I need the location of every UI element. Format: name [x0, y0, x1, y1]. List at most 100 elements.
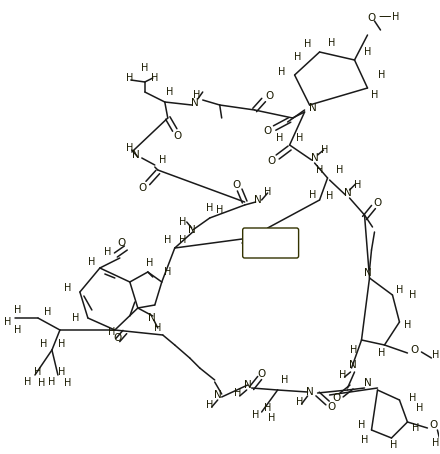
Text: H: H — [296, 133, 303, 143]
Text: N: N — [309, 103, 316, 113]
Text: Abs: Abs — [260, 238, 281, 248]
Text: N: N — [306, 387, 313, 397]
Text: H: H — [390, 440, 397, 450]
Text: H: H — [264, 403, 271, 413]
Text: H: H — [72, 313, 80, 323]
Text: H: H — [206, 400, 213, 410]
Text: H: H — [361, 435, 368, 445]
Text: H: H — [378, 70, 385, 80]
Text: N: N — [311, 153, 319, 163]
Text: H: H — [392, 12, 399, 22]
Text: H: H — [151, 73, 158, 83]
Text: H: H — [38, 378, 46, 388]
Text: O: O — [411, 345, 418, 355]
Text: O: O — [374, 198, 381, 208]
Text: H: H — [358, 420, 365, 430]
FancyBboxPatch shape — [243, 228, 299, 258]
Text: H: H — [206, 203, 213, 213]
Text: H: H — [432, 438, 439, 448]
Text: H: H — [404, 320, 411, 330]
Text: H: H — [159, 155, 166, 165]
Text: H: H — [336, 165, 343, 175]
Text: H: H — [264, 187, 271, 197]
Text: H: H — [14, 305, 22, 315]
Text: H: H — [378, 348, 385, 358]
Text: H: H — [396, 285, 403, 295]
Text: N: N — [132, 150, 139, 160]
Text: H: H — [409, 290, 416, 300]
Text: H: H — [412, 423, 419, 433]
Text: H: H — [432, 350, 439, 360]
Text: H: H — [354, 180, 361, 190]
Text: H: H — [309, 190, 316, 200]
Text: H: H — [64, 378, 72, 388]
Text: H: H — [4, 317, 12, 327]
Text: H: H — [164, 235, 172, 245]
Text: H: H — [304, 39, 311, 49]
Text: N: N — [191, 98, 198, 108]
Text: O: O — [327, 402, 336, 412]
Text: H: H — [234, 388, 242, 398]
Text: O: O — [114, 333, 122, 343]
Text: H: H — [350, 345, 357, 355]
Text: N: N — [363, 378, 371, 388]
Text: H: H — [141, 63, 148, 73]
Text: N: N — [254, 195, 261, 205]
Text: H: H — [216, 205, 224, 215]
Text: N: N — [188, 225, 196, 235]
Text: H: H — [146, 258, 154, 268]
Text: H: H — [409, 393, 416, 403]
Text: O: O — [264, 126, 272, 136]
Text: H: H — [193, 90, 201, 100]
Text: H: H — [126, 143, 133, 153]
Text: H: H — [328, 38, 335, 48]
Text: H: H — [14, 325, 22, 335]
Text: O: O — [257, 369, 266, 379]
Text: H: H — [278, 67, 285, 77]
Text: H: H — [276, 133, 283, 143]
Text: H: H — [108, 327, 116, 337]
Text: H: H — [294, 52, 301, 62]
Text: H: H — [64, 283, 72, 293]
Text: N: N — [148, 313, 156, 323]
Text: N: N — [344, 188, 352, 198]
Text: H: H — [34, 367, 42, 377]
Text: H: H — [58, 367, 66, 377]
Text: O: O — [429, 420, 437, 430]
Text: H: H — [104, 247, 112, 257]
Text: H: H — [281, 375, 288, 385]
Text: —: — — [378, 10, 391, 24]
Text: O: O — [268, 156, 276, 166]
Text: O: O — [233, 180, 241, 190]
Text: N: N — [244, 380, 252, 390]
Text: N: N — [214, 390, 222, 400]
Text: N: N — [363, 268, 371, 278]
Text: O: O — [174, 131, 182, 141]
Text: H: H — [252, 410, 259, 420]
Text: H: H — [296, 397, 303, 407]
Text: O: O — [118, 238, 126, 248]
Text: H: H — [321, 145, 328, 155]
Text: H: H — [88, 257, 95, 267]
Text: H: H — [179, 235, 187, 245]
Text: H: H — [126, 73, 133, 83]
Text: H: H — [416, 403, 423, 413]
Text: O: O — [265, 91, 274, 101]
Text: H: H — [364, 47, 371, 57]
Text: N: N — [348, 360, 356, 370]
Text: H: H — [164, 267, 172, 277]
Text: H: H — [339, 370, 346, 380]
Text: H: H — [40, 339, 48, 349]
Text: H: H — [371, 90, 378, 100]
Text: H: H — [48, 377, 55, 387]
Text: H: H — [44, 307, 51, 317]
Text: O: O — [139, 183, 147, 193]
Text: H: H — [268, 413, 275, 423]
Text: H: H — [179, 217, 187, 227]
Text: H: H — [166, 87, 173, 97]
Text: H: H — [154, 323, 161, 333]
Text: H: H — [24, 377, 32, 387]
Text: H: H — [58, 339, 66, 349]
Text: O: O — [367, 13, 376, 23]
Text: O: O — [333, 393, 341, 403]
